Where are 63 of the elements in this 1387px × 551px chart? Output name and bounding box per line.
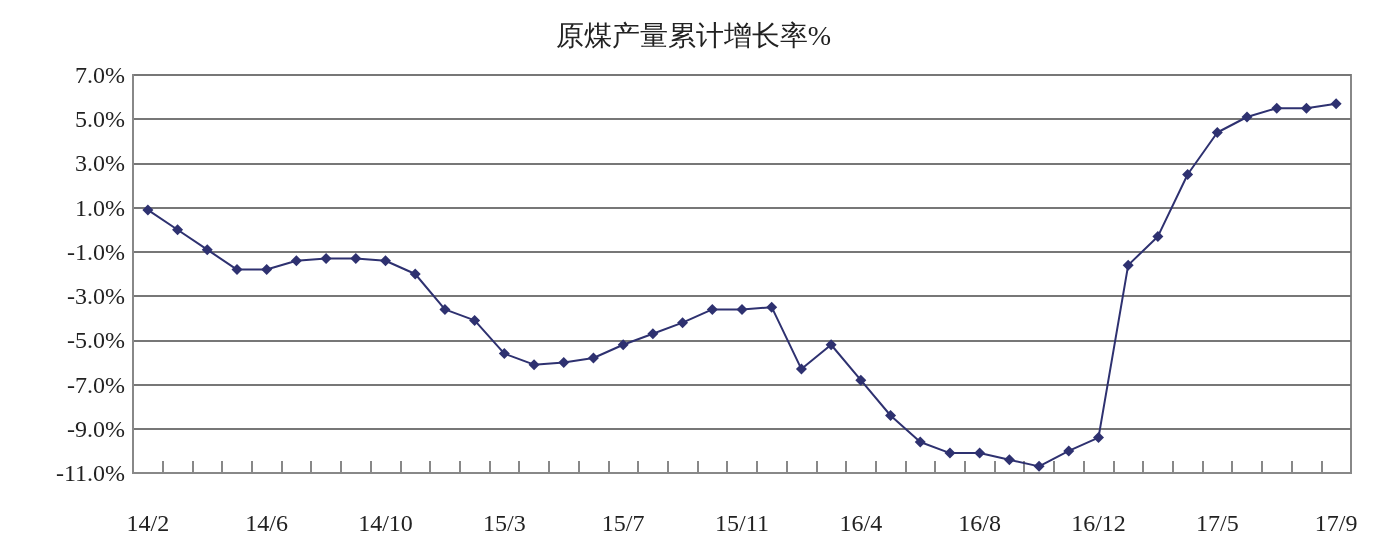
point [736, 303, 748, 315]
point [172, 224, 184, 236]
y-tick-label: 5.0% [75, 106, 125, 133]
point [647, 328, 659, 340]
y-tick-label: 7.0% [75, 62, 125, 88]
point [1271, 102, 1283, 114]
point [469, 314, 481, 326]
point [766, 301, 778, 313]
point [1152, 230, 1164, 242]
point [1063, 445, 1075, 457]
y-tick-label: -5.0% [67, 327, 126, 354]
y-tick-label: -3.0% [67, 283, 126, 310]
point [1182, 169, 1194, 180]
point [855, 374, 867, 386]
point [1092, 432, 1104, 444]
point [290, 255, 302, 267]
x-tick-label: 17/5 [1195, 510, 1239, 536]
point [944, 447, 956, 459]
x-tick-label: 14/2 [126, 510, 170, 536]
y-tick-label: -11.0% [55, 460, 126, 486]
x-tick-label: 16/8 [958, 510, 1001, 536]
x-tick-label: 16/12 [1071, 510, 1126, 536]
point [350, 253, 362, 265]
point [528, 359, 540, 371]
point [201, 244, 213, 256]
point [498, 348, 510, 360]
point [439, 303, 451, 315]
point [1300, 102, 1312, 114]
y-tick-label: 3.0% [75, 150, 125, 177]
x-tick-label: 15/7 [601, 510, 645, 536]
x-tick-label: 15/11 [715, 510, 769, 536]
y-tick-label: -7.0% [67, 371, 126, 398]
x-tick-label: 16/4 [839, 510, 883, 536]
point [914, 436, 926, 448]
point [320, 253, 332, 265]
point [142, 204, 154, 216]
point [231, 264, 243, 276]
point [706, 303, 718, 315]
point [380, 255, 392, 267]
x-tick-label: 14/6 [245, 510, 289, 536]
point [1033, 460, 1045, 472]
point [677, 317, 689, 329]
point [587, 352, 599, 364]
x-tick-label: 17/9 [1314, 510, 1358, 536]
y-tick-label: 1.0% [75, 194, 125, 221]
point [261, 264, 273, 276]
point [617, 339, 629, 351]
point [1211, 126, 1223, 138]
chart-title: 原煤产量累计增长率% [555, 19, 832, 51]
y-tick-label: -9.0% [67, 415, 126, 442]
point [558, 356, 570, 368]
point [795, 363, 807, 375]
point [1330, 98, 1342, 110]
x-tick-label: 14/10 [358, 510, 413, 536]
point [409, 268, 421, 280]
point [1003, 454, 1015, 466]
point [1122, 259, 1134, 271]
x-tick-label: 15/3 [483, 510, 526, 536]
point [825, 339, 837, 351]
point [974, 447, 986, 459]
point [885, 410, 897, 422]
y-tick-label: -1.0% [67, 238, 126, 265]
point [1241, 111, 1253, 123]
